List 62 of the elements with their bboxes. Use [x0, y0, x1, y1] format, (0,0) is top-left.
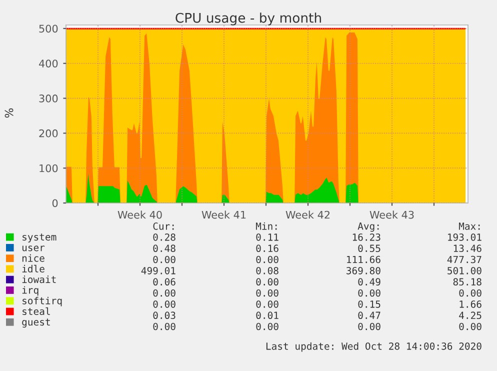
y-tick-label: 200 — [39, 129, 58, 138]
text: Max: — [458, 222, 480, 230]
text: 0.01 — [256, 312, 278, 320]
text: 0.00 — [153, 256, 176, 264]
text: 0.00 — [459, 322, 482, 330]
text: 0.00 — [153, 289, 176, 297]
text: 369.80 — [346, 266, 380, 274]
text: 0.48 — [153, 244, 176, 252]
text: 0.00 — [459, 289, 482, 297]
text: 0.08 — [256, 266, 278, 274]
legend-label: idle — [22, 264, 44, 272]
text: 0.00 — [256, 278, 278, 286]
text: 0.11 — [256, 233, 278, 241]
text: Avg: — [358, 222, 379, 232]
x-tick-label: Week 40 — [118, 210, 162, 219]
legend-label: iowait — [22, 276, 56, 284]
text: 0.55 — [358, 244, 380, 252]
text: Cur: — [153, 222, 174, 230]
text: 4.25 — [459, 312, 482, 320]
text: 0.00 — [256, 322, 278, 330]
x-tick-label: Week 41 — [202, 210, 246, 219]
legend-label: system — [22, 234, 56, 242]
text: 501.00 — [448, 266, 482, 274]
text: Last update: Wed Oct 28 14:00:36 2020 — [266, 342, 482, 352]
text: 13.46 — [454, 244, 482, 252]
legend-label: guest — [22, 318, 50, 328]
text: 477.37 — [447, 256, 482, 264]
text: 499.01 — [141, 266, 176, 274]
text: 0.15 — [358, 300, 380, 308]
text: 16.23 — [352, 233, 380, 241]
y-axis-title: % — [4, 108, 14, 118]
text: 0.06 — [153, 278, 176, 286]
y-tick-label: 100 — [40, 164, 58, 172]
legend-label: user — [22, 246, 45, 252]
legend-label: steal — [22, 307, 50, 316]
text: 0.00 — [153, 322, 176, 330]
text: Min: — [256, 222, 277, 230]
text: 0.00 — [153, 300, 176, 308]
y-tick-label: 400 — [38, 60, 58, 68]
text: 0.00 — [256, 300, 278, 308]
text: 0.00 — [358, 289, 380, 297]
text: 0.16 — [256, 244, 278, 252]
y-tick-label: 300 — [39, 94, 58, 102]
text: 0.03 — [153, 312, 176, 320]
x-tick-label: Week 42 — [286, 210, 330, 219]
x-tick-label: Week 43 — [370, 210, 414, 219]
text: 0.28 — [153, 233, 176, 241]
text: 0.47 — [358, 312, 380, 320]
text: 0.00 — [256, 289, 278, 297]
text: 0.00 — [358, 322, 380, 330]
legend-label: nice — [22, 254, 44, 262]
text: 85.18 — [453, 278, 482, 286]
text: 1.66 — [460, 300, 482, 308]
text: 0.49 — [358, 278, 380, 286]
text: 111.66 — [347, 256, 380, 264]
y-tick-label: 0 — [52, 199, 58, 208]
y-tick-label: 500 — [39, 24, 58, 33]
text: 0.00 — [256, 256, 278, 264]
legend-label: irq — [22, 286, 38, 296]
chart-title: CPU usage - by month — [176, 12, 321, 26]
legend-label: softirq — [22, 296, 62, 306]
text: 193.01 — [448, 233, 482, 241]
